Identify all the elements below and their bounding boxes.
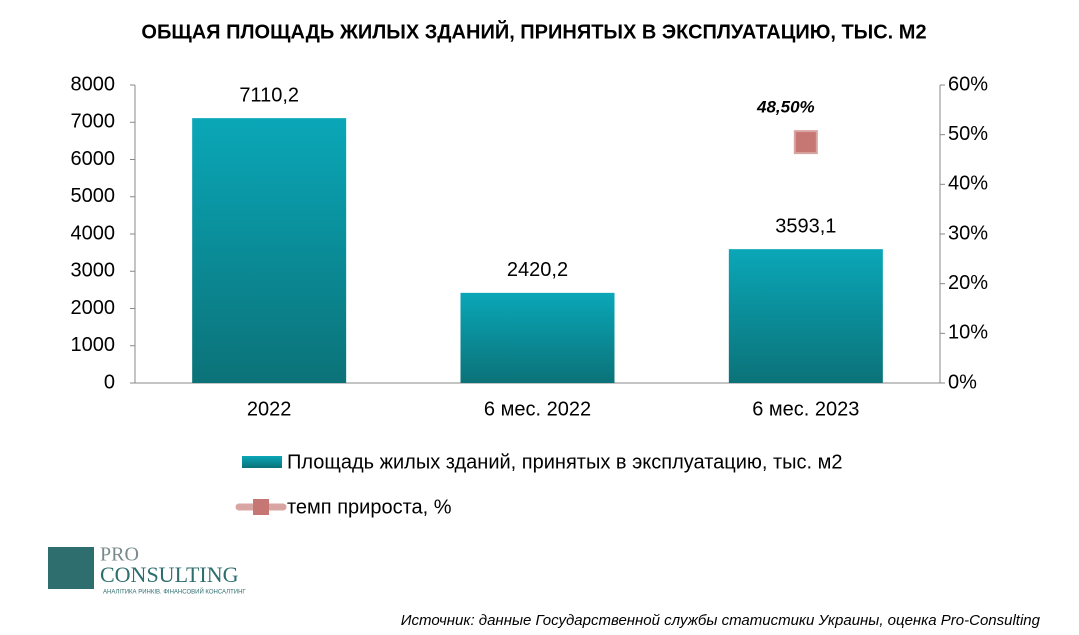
x-tick-label: 6 мес. 2023 bbox=[752, 398, 859, 420]
chart-title: ОБЩАЯ ПЛОЩАДЬ ЖИЛЫХ ЗДАНИЙ, ПРИНЯТЫХ В Э… bbox=[141, 19, 926, 43]
y2-tick-label: 20% bbox=[948, 272, 988, 294]
y2-tick-label: 30% bbox=[948, 222, 988, 244]
y2-tick-label: 50% bbox=[948, 123, 988, 145]
data-label: 3593,1 bbox=[775, 215, 836, 237]
logo-line1: PRO bbox=[100, 544, 139, 566]
logo-tagline: АНАЛІТИКА РИНКІВ. ФІНАНСОВИЙ КОНСАЛТИНГ bbox=[103, 588, 246, 596]
y-tick-label: 4000 bbox=[71, 222, 116, 244]
legend-label: темп прироста, % bbox=[287, 496, 452, 518]
logo-line2: CONSULTING bbox=[100, 562, 239, 587]
y-tick-label: 8000 bbox=[71, 73, 116, 95]
data-label: 2420,2 bbox=[507, 259, 568, 281]
legend-marker bbox=[253, 499, 269, 515]
y-tick-label: 5000 bbox=[71, 185, 116, 207]
y2-tick-label: 40% bbox=[948, 173, 988, 195]
y2-tick-label: 60% bbox=[948, 73, 988, 95]
y2-tick-label: 10% bbox=[948, 322, 988, 344]
bar bbox=[192, 118, 347, 383]
source: Источник: данные Государственной службы … bbox=[401, 612, 1041, 629]
data-label: 48,50% bbox=[756, 98, 815, 117]
logo-icon bbox=[48, 547, 94, 589]
x-tick-label: 2022 bbox=[247, 398, 292, 420]
bar bbox=[460, 292, 615, 383]
y-tick-label: 1000 bbox=[71, 334, 116, 356]
bar bbox=[728, 249, 883, 383]
legend-label: Площадь жилых зданий, принятых в эксплуа… bbox=[287, 451, 843, 473]
y-tick-label: 0 bbox=[104, 371, 115, 393]
legend-swatch bbox=[242, 456, 282, 468]
y2-tick-label: 0% bbox=[948, 371, 977, 393]
point bbox=[793, 130, 818, 155]
y-tick-label: 3000 bbox=[71, 260, 116, 282]
y-tick-label: 2000 bbox=[71, 297, 116, 319]
y-tick-label: 7000 bbox=[71, 111, 116, 133]
data-label: 7110,2 bbox=[239, 84, 299, 106]
x-tick-label: 6 мес. 2022 bbox=[484, 398, 591, 420]
y-tick-label: 6000 bbox=[71, 148, 116, 170]
